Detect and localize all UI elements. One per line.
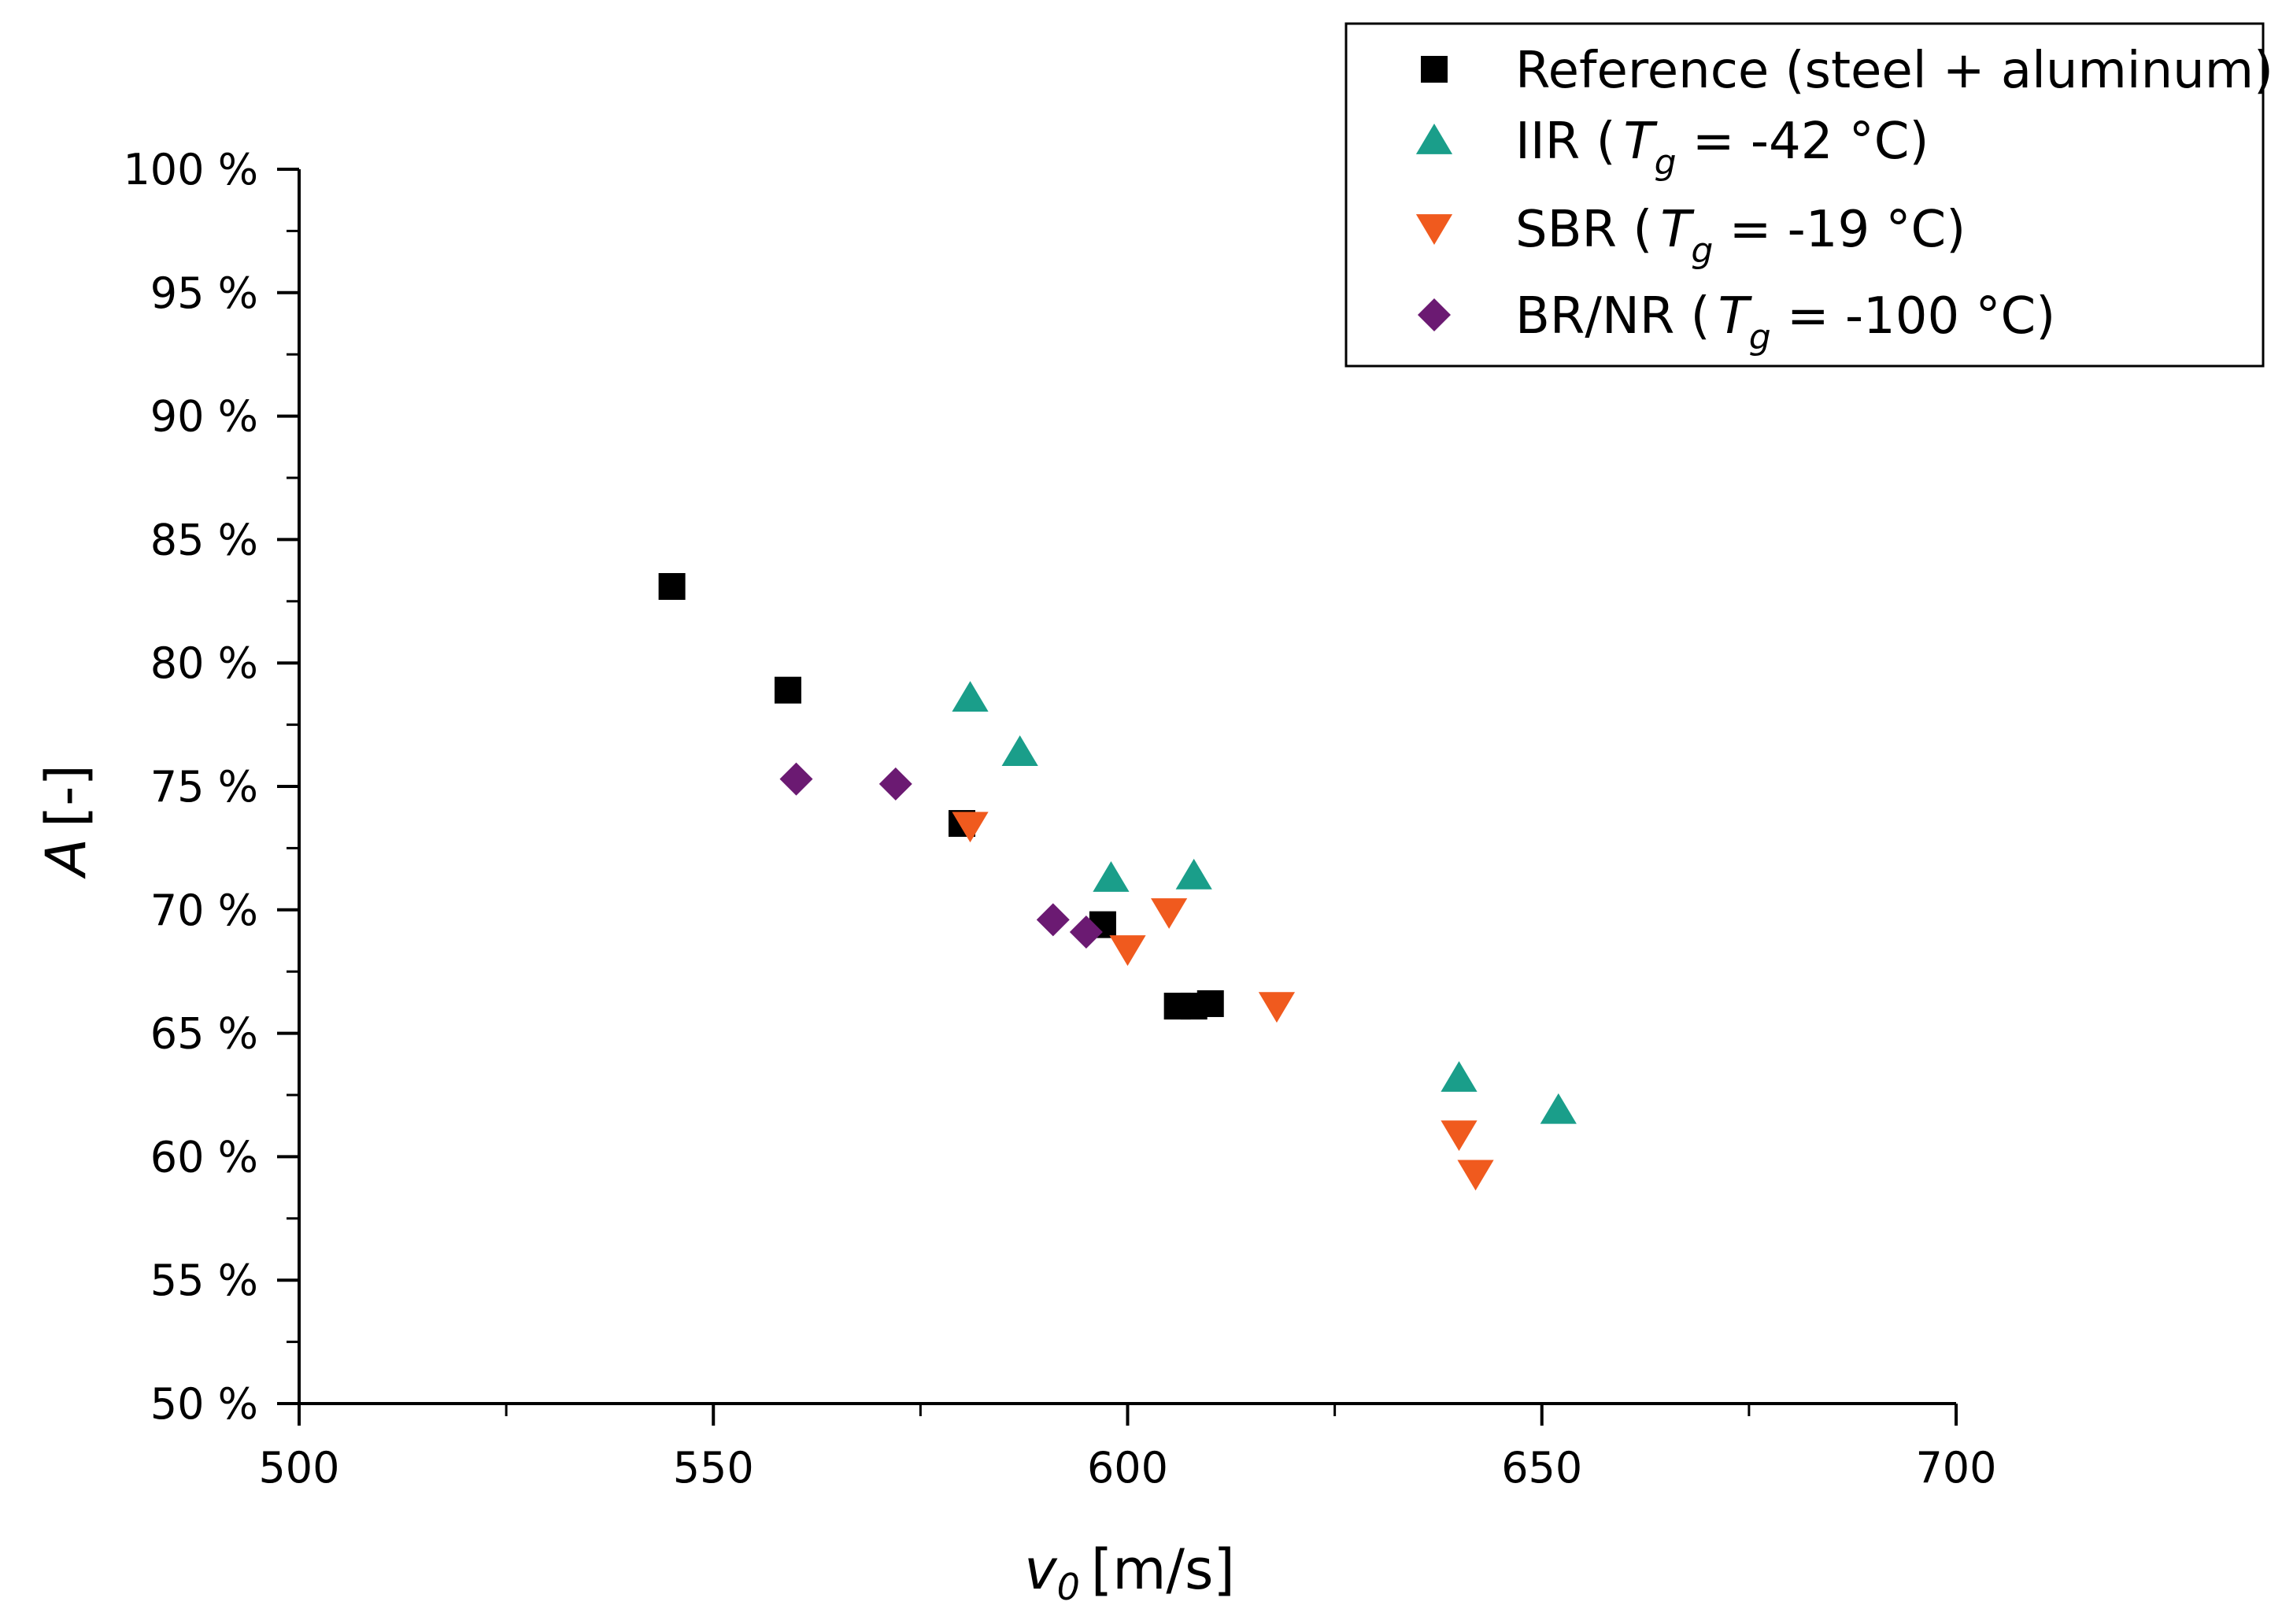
data-point (1151, 898, 1188, 929)
legend-marker (1415, 124, 1453, 154)
y-tick-label: 90 % (150, 392, 258, 442)
series-2 (952, 812, 1494, 1191)
data-point (1036, 903, 1070, 937)
x-tick-label: 650 (1501, 1443, 1582, 1493)
series-0 (658, 572, 1224, 1020)
legend-box (1344, 22, 2265, 368)
legend-marker (1415, 214, 1453, 245)
y-axis-unit: [-] (34, 764, 98, 827)
x-axis-title: v0 [m/s] (1024, 1537, 1235, 1608)
y-tick-label: 100 % (123, 145, 258, 194)
data-point (1540, 1093, 1577, 1124)
data-point (1001, 735, 1038, 766)
legend-marker (1421, 56, 1448, 83)
y-tick-label: 50 % (150, 1379, 258, 1429)
y-tick-label: 55 % (150, 1256, 258, 1305)
legend-marker (1418, 298, 1451, 331)
x-axis-sub: 0 (1057, 1566, 1080, 1608)
data-point (779, 762, 813, 796)
x-tick-label: 700 (1915, 1443, 1996, 1493)
data-point (1069, 916, 1103, 949)
legend-label: SBR (Tg = -19 °C) (1515, 201, 1966, 271)
x-axis-unit: [m/s] (1091, 1537, 1235, 1602)
x-tick-label: 550 (673, 1443, 754, 1493)
data-point (1441, 1120, 1478, 1152)
x-tick-label: 500 (258, 1443, 339, 1493)
y-axis-var: A (34, 838, 98, 879)
data-point (1109, 935, 1146, 966)
y-tick-label: 65 % (150, 1009, 258, 1059)
legend-label: BR/NR (Tg = -100 °C) (1515, 287, 2055, 357)
legend-label: IIR (Tg = -42 °C) (1515, 113, 1929, 183)
axes: 50 % 55 % 60 % 65 % 70 % 75 % 80 % 85 % 90 % 95 %… (123, 145, 1996, 1493)
legend-label: Reference (steel + aluminum) (1515, 42, 2273, 100)
data-point (1441, 1061, 1478, 1092)
x-axis-var: v (1024, 1537, 1058, 1602)
data-point (1093, 861, 1130, 892)
data-point (1258, 992, 1296, 1023)
data-point (952, 681, 989, 712)
data-point (1196, 990, 1224, 1017)
x-tick-label: 600 (1087, 1443, 1168, 1493)
data-point (1457, 1160, 1494, 1191)
y-tick-label: 85 % (150, 515, 258, 564)
series-3 (779, 762, 1103, 949)
y-tick-label: 75 % (150, 762, 258, 812)
y-tick-label: 80 % (150, 638, 258, 688)
data-point (658, 572, 686, 600)
series-1 (952, 681, 1577, 1124)
y-axis-title: A [-] (34, 764, 98, 879)
data-point (952, 812, 989, 843)
data-points (658, 572, 1577, 1191)
y-tick-label: 95 % (150, 268, 258, 318)
data-point (774, 676, 801, 704)
y-tick-label: 70 % (150, 886, 258, 935)
data-point (878, 767, 912, 801)
legend: Reference (steel + aluminum) IIR (Tg = -4… (1344, 22, 2273, 368)
y-tick-label: 60 % (150, 1132, 258, 1182)
data-point (1175, 858, 1212, 890)
